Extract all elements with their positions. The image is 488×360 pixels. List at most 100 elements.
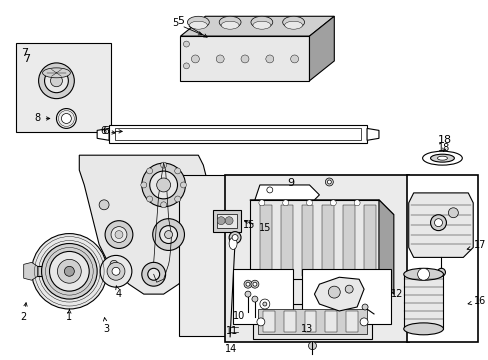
Circle shape <box>56 109 76 129</box>
Bar <box>217 214 237 228</box>
Text: 3: 3 <box>103 318 109 334</box>
Ellipse shape <box>437 156 447 160</box>
Text: 5: 5 <box>177 16 206 37</box>
Bar <box>213 210 241 231</box>
Ellipse shape <box>229 238 237 249</box>
Circle shape <box>183 41 189 47</box>
Polygon shape <box>24 262 38 280</box>
Circle shape <box>327 286 340 298</box>
Circle shape <box>245 282 249 286</box>
Circle shape <box>244 280 251 288</box>
Circle shape <box>152 219 184 251</box>
Text: 4: 4 <box>116 286 122 299</box>
Bar <box>301 269 390 324</box>
Ellipse shape <box>219 16 241 28</box>
Text: 13: 13 <box>301 324 313 334</box>
Text: 12: 12 <box>390 289 402 299</box>
Circle shape <box>161 202 166 208</box>
Circle shape <box>64 266 74 276</box>
Circle shape <box>330 200 336 206</box>
Polygon shape <box>79 155 208 294</box>
Text: 6: 6 <box>102 126 122 136</box>
Text: 16: 16 <box>467 296 485 306</box>
Bar <box>283 311 295 332</box>
Ellipse shape <box>422 151 461 165</box>
Text: 14: 14 <box>224 344 237 354</box>
Circle shape <box>41 243 97 299</box>
Circle shape <box>142 163 185 207</box>
Polygon shape <box>249 200 378 279</box>
Circle shape <box>107 262 124 280</box>
Bar <box>224 175 408 342</box>
Bar <box>280 205 292 276</box>
Text: 6: 6 <box>100 126 115 136</box>
Circle shape <box>229 231 241 243</box>
Circle shape <box>115 231 122 239</box>
Text: 9: 9 <box>286 178 294 188</box>
Circle shape <box>146 196 152 202</box>
Circle shape <box>263 302 266 306</box>
Circle shape <box>437 268 445 276</box>
Circle shape <box>429 215 446 231</box>
Circle shape <box>325 178 333 186</box>
Circle shape <box>217 217 224 225</box>
Circle shape <box>251 296 257 302</box>
Ellipse shape <box>250 16 272 28</box>
Circle shape <box>252 282 256 286</box>
Bar <box>252 304 371 339</box>
Ellipse shape <box>284 21 302 29</box>
Circle shape <box>146 168 152 174</box>
Circle shape <box>232 235 238 240</box>
Ellipse shape <box>252 21 270 29</box>
Circle shape <box>241 55 248 63</box>
Polygon shape <box>309 16 334 81</box>
Circle shape <box>417 268 428 280</box>
Circle shape <box>265 55 273 63</box>
Bar <box>301 205 313 276</box>
Text: 15: 15 <box>242 220 255 230</box>
Circle shape <box>164 231 172 239</box>
Circle shape <box>353 200 359 206</box>
Circle shape <box>49 251 89 291</box>
Polygon shape <box>254 185 319 200</box>
Circle shape <box>161 162 166 168</box>
Text: 8: 8 <box>35 113 50 123</box>
Polygon shape <box>314 277 364 311</box>
Circle shape <box>149 171 177 199</box>
Ellipse shape <box>282 16 304 28</box>
Circle shape <box>258 200 264 206</box>
Circle shape <box>282 200 288 206</box>
Circle shape <box>216 55 224 63</box>
Circle shape <box>250 280 258 288</box>
Bar <box>263 311 274 332</box>
Text: 5: 5 <box>172 18 202 35</box>
Ellipse shape <box>189 21 207 29</box>
Polygon shape <box>249 200 393 215</box>
Text: 7: 7 <box>20 48 28 58</box>
Bar <box>178 175 282 336</box>
Bar <box>259 205 271 276</box>
Bar <box>16 43 111 132</box>
Circle shape <box>345 285 352 293</box>
Circle shape <box>142 262 165 286</box>
Text: 17: 17 <box>466 240 486 251</box>
Bar <box>322 205 334 276</box>
Circle shape <box>359 318 367 326</box>
Circle shape <box>224 217 233 225</box>
Circle shape <box>180 182 186 188</box>
Circle shape <box>174 168 180 174</box>
Circle shape <box>447 208 457 218</box>
Text: 10: 10 <box>232 311 244 321</box>
Circle shape <box>100 255 132 287</box>
Circle shape <box>191 55 199 63</box>
Circle shape <box>156 178 170 192</box>
Polygon shape <box>97 129 109 140</box>
Circle shape <box>61 113 71 123</box>
Circle shape <box>57 260 81 283</box>
Circle shape <box>111 227 127 243</box>
Circle shape <box>112 267 120 275</box>
Polygon shape <box>366 129 378 140</box>
Circle shape <box>326 180 331 184</box>
Bar <box>406 175 477 342</box>
Bar <box>115 129 360 140</box>
